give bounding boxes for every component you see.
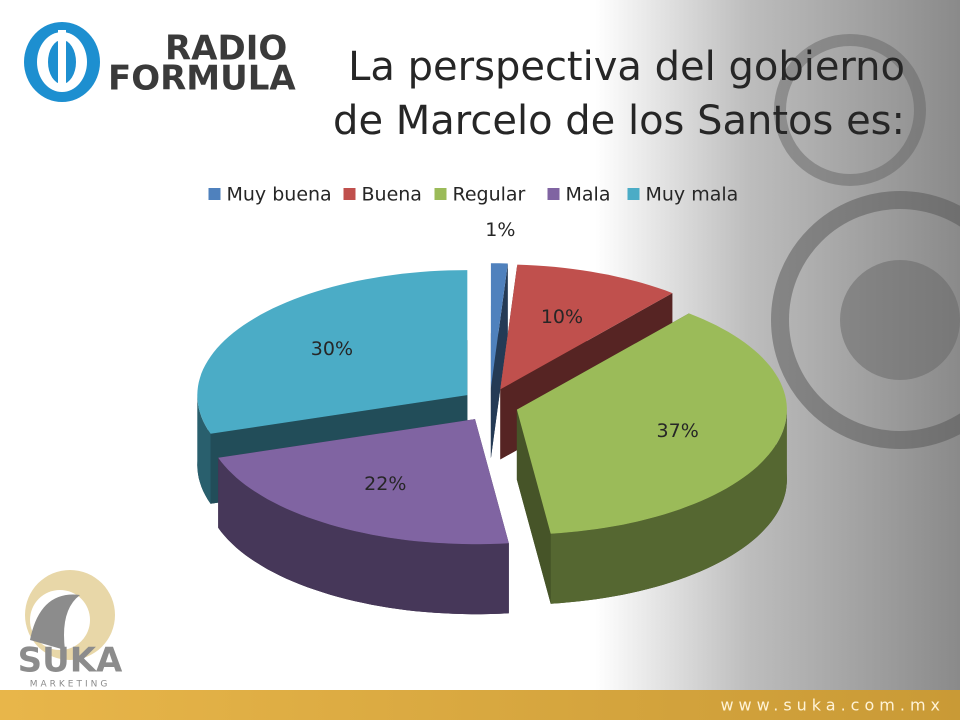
legend-swatch [208, 188, 221, 200]
logo-text: MARKETING [30, 680, 111, 690]
data-label: 22% [364, 473, 406, 495]
legend: Muy buena Buena Regular Mala Muy mala [208, 184, 739, 206]
slice-top [500, 264, 673, 390]
slice [516, 313, 787, 604]
legend-swatch [547, 188, 560, 200]
slice-side [218, 457, 509, 615]
legend-label: Mala [566, 184, 611, 206]
logo-text: FORMULA [108, 59, 296, 99]
legend-label: Muy buena [227, 184, 332, 206]
slice-side [197, 395, 211, 504]
radio-logo [24, 22, 100, 102]
slice-wall [490, 263, 508, 459]
slice [218, 419, 509, 615]
chart-title: La perspectiva del gobierno de Marcelo d… [333, 44, 905, 144]
suka-logo [25, 570, 115, 660]
legend-label: Buena [362, 184, 422, 206]
data-label: 37% [657, 420, 699, 442]
slice [490, 263, 508, 459]
legend-swatch [627, 188, 640, 200]
data-label: 1% [485, 219, 515, 241]
slice-side [550, 409, 787, 604]
data-label: 30% [311, 338, 353, 360]
footer-url: www.suka.com.mx [720, 696, 945, 715]
legend-swatch [434, 188, 447, 200]
legend-swatch [343, 188, 356, 200]
slice-top [218, 419, 509, 545]
legend-label: Regular [453, 184, 526, 206]
data-label: 10% [541, 306, 583, 328]
slice-top [197, 270, 468, 434]
speakers [771, 34, 960, 449]
slice-top [490, 263, 508, 389]
slice-top [516, 313, 787, 534]
legend-label: Muy mala [646, 184, 739, 206]
footer-bar [0, 690, 960, 720]
logo-text: RADIO [165, 29, 287, 69]
slice-wall [516, 409, 551, 604]
logo-text: SUKA [18, 641, 123, 681]
